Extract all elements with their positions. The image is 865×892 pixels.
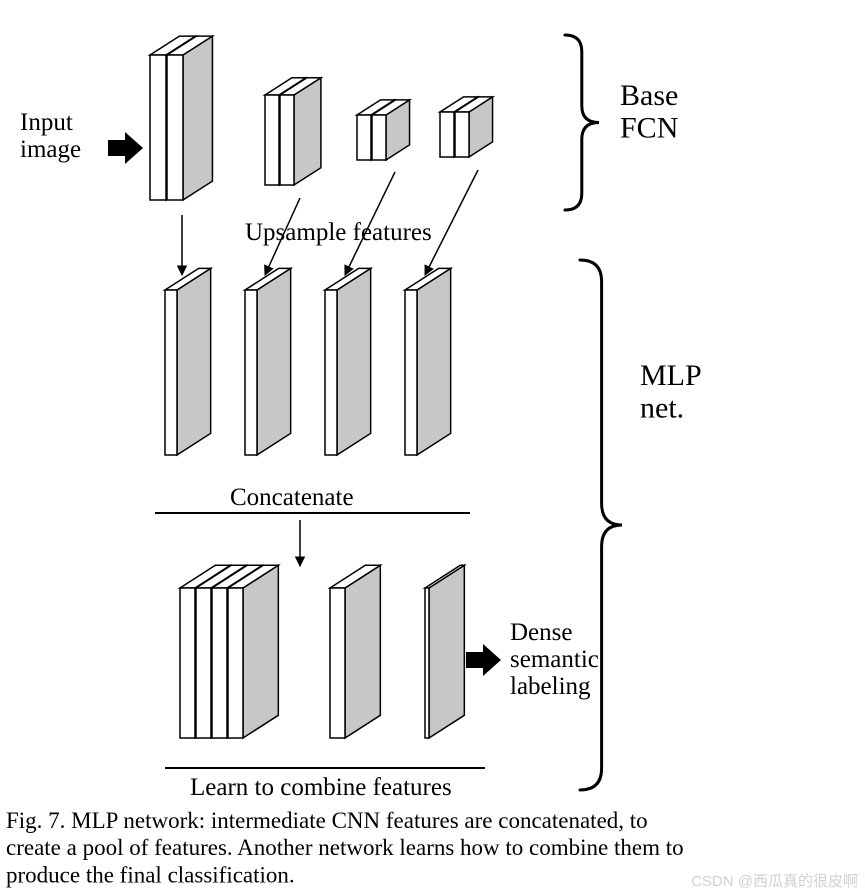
basefcn-label: BaseFCN [620, 79, 678, 144]
slab-front [325, 290, 337, 455]
slab-front [455, 112, 469, 157]
slab-side [417, 268, 451, 455]
slab-front [196, 588, 211, 738]
slab-front [357, 115, 371, 160]
slab-front [167, 55, 183, 200]
slab-front [280, 95, 294, 185]
slab-front [228, 588, 243, 738]
slab-front [330, 588, 345, 738]
slab-front [212, 588, 227, 738]
slab-side [294, 78, 321, 185]
slab-front [245, 290, 257, 455]
slab-front [165, 290, 177, 455]
slab-side [337, 268, 371, 455]
input-label: Inputimage [20, 109, 81, 163]
slab-side [345, 565, 380, 738]
slab-side [183, 36, 212, 200]
slab-front [372, 115, 386, 160]
slab-front [405, 290, 417, 455]
slab-front [150, 55, 166, 200]
watermark: CSDN @西瓜真的很皮啊 [691, 872, 858, 890]
slab-front [425, 588, 429, 738]
concat-label: Concatenate [230, 484, 354, 511]
slab-front [265, 95, 279, 185]
learn-label: Learn to combine features [190, 774, 452, 801]
upsample-label: Upsample features [245, 219, 432, 246]
slab-side [257, 268, 291, 455]
slab-side [243, 565, 278, 738]
slab-front [440, 112, 454, 157]
slab-side [429, 565, 464, 738]
slab-side [177, 268, 211, 455]
slab-front [180, 588, 195, 738]
